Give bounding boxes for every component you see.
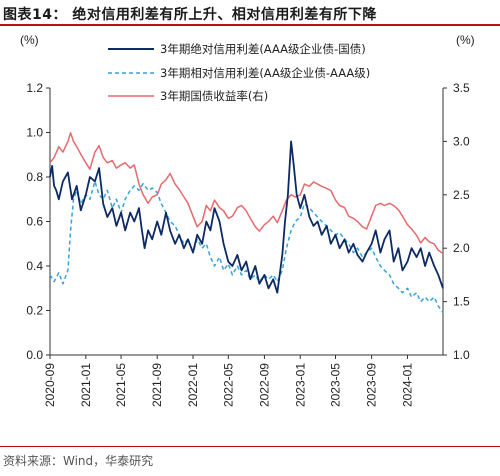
treasury-yield-line: [49, 132, 444, 255]
y2-tick-label: 3.0: [453, 134, 470, 148]
relative-spread-line: [49, 180, 444, 314]
x-tick-label: 2023-09: [365, 363, 379, 407]
y2-tick-label: 1.5: [453, 295, 470, 309]
y-axis-unit-left: (%): [20, 33, 39, 47]
legend-label-yield: 3年期国债收益率(右): [160, 89, 268, 103]
x-tick-label: 2020-09: [43, 363, 57, 407]
x-tick-label: 2021-09: [150, 363, 164, 407]
y-tick-label: 0.8: [26, 170, 43, 184]
y-tick-label: 0.2: [26, 304, 43, 318]
x-tick-label: 2023-05: [328, 363, 342, 407]
x-tick-label: 2023-01: [293, 363, 307, 407]
y-axis-unit-right: (%): [456, 33, 475, 47]
figure-title: 图表14： 绝对信用利差有所上升、相对信用利差有所下降: [3, 7, 377, 23]
y2-tick-label: 1.0: [453, 348, 470, 362]
y2-tick-label: 2.0: [453, 241, 470, 255]
y-tick-label: 0.4: [26, 259, 43, 273]
x-tick-label: 2024-01: [400, 363, 414, 407]
x-tick-label: 2022-05: [221, 363, 235, 407]
credit-spread-chart: 0.0 0.2 0.4 0.6 0.8 1.0 1.2 1.0 1.5 2.0 2.5 3.0 3.5 (…: [20, 33, 475, 407]
x-tick-label: 2021-01: [79, 363, 93, 407]
y2-tick-label: 3.5: [453, 81, 470, 95]
footer-divider: [0, 446, 500, 447]
x-tick-label: 2022-01: [186, 363, 200, 407]
absolute-spread-line: [49, 140, 444, 294]
legend-label-absolute: 3年期绝对信用利差(AAA级企业债-国债): [160, 42, 366, 56]
figure-title-bar: 图表14： 绝对信用利差有所上升、相对信用利差有所下降: [0, 0, 500, 26]
legend-label-relative: 3年期相对信用利差(AA级企业债-AAA级): [160, 66, 370, 80]
y2-tick-label: 2.5: [453, 188, 470, 202]
y-tick-label: 0.6: [26, 215, 43, 229]
x-tick-label: 2022-09: [257, 363, 271, 407]
y-tick-label: 1.2: [26, 81, 43, 95]
y-tick-label: 1.0: [26, 126, 43, 140]
source-note: 资料来源：Wind，华泰研究: [3, 454, 154, 468]
title-divider: [0, 24, 500, 26]
x-tick-label: 2021-05: [114, 363, 128, 407]
y-tick-label: 0.0: [26, 348, 43, 362]
